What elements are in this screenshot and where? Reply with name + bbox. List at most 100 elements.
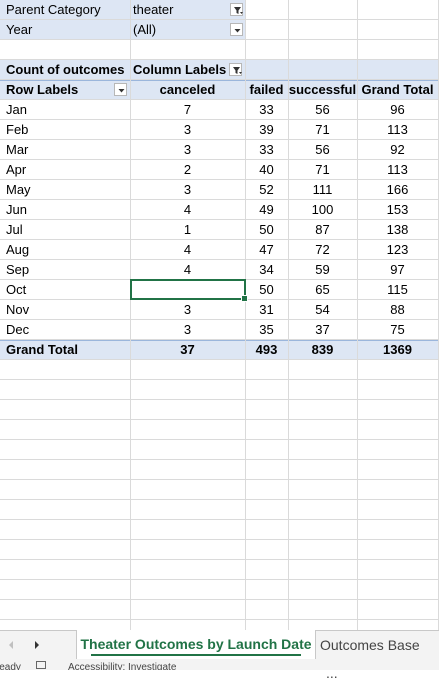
row-label-month[interactable]: Oct xyxy=(6,282,27,297)
row-gridline xyxy=(0,59,439,60)
pivot-cell-total[interactable]: 123 xyxy=(386,242,409,257)
pivot-cell-failed[interactable]: 34 xyxy=(259,262,274,277)
row-gridline xyxy=(0,379,439,380)
column-labels-filter-applied-icon[interactable] xyxy=(229,63,242,76)
grand-total-failed: 493 xyxy=(255,342,278,357)
row-label-month[interactable]: May xyxy=(6,182,31,197)
pivot-cell-failed[interactable]: 40 xyxy=(259,162,274,177)
pivot-cell-total[interactable]: 75 xyxy=(390,322,405,337)
pivot-cell-canceled[interactable]: 3 xyxy=(183,302,192,317)
pivot-cell-failed[interactable]: 52 xyxy=(259,182,274,197)
pivot-cell-failed[interactable]: 39 xyxy=(259,122,274,137)
pivot-cell-total[interactable]: 153 xyxy=(386,202,409,217)
pivot-cell-total[interactable]: 88 xyxy=(390,302,405,317)
row-gridline xyxy=(0,259,439,260)
pivot-cell-successful[interactable]: 71 xyxy=(315,122,330,137)
row-gridline xyxy=(0,559,439,560)
pivot-cell-successful[interactable]: 56 xyxy=(315,142,330,157)
filter-fill-year xyxy=(0,20,246,40)
row-gridline xyxy=(0,119,439,120)
pivot-cell-successful[interactable]: 54 xyxy=(315,302,330,317)
row-gridline xyxy=(0,159,439,160)
pivot-cell-successful[interactable]: 100 xyxy=(311,202,334,217)
fill-handle[interactable] xyxy=(241,295,248,302)
row-gridline xyxy=(0,439,439,440)
tab-theater-outcomes-by-launch-date[interactable]: Theater Outcomes by Launch Date xyxy=(76,630,316,660)
row-gridline xyxy=(0,219,439,220)
pivot-cell-canceled[interactable]: 7 xyxy=(183,102,192,117)
pivot-cell-total[interactable]: 92 xyxy=(390,142,405,157)
pivot-cell-successful[interactable]: 65 xyxy=(315,282,330,297)
row-gridline xyxy=(0,179,439,180)
row-label-month[interactable]: Feb xyxy=(6,122,29,137)
pivot-cell-failed[interactable]: 31 xyxy=(259,302,274,317)
row-gridline xyxy=(0,419,439,420)
filter-label-year: Year xyxy=(6,22,33,37)
pivot-cell-total[interactable]: 96 xyxy=(390,102,405,117)
pivot-cell-total[interactable]: 138 xyxy=(386,222,409,237)
pivot-cell-failed[interactable]: 33 xyxy=(259,102,274,117)
pivot-cell-canceled[interactable]: 4 xyxy=(183,262,192,277)
pivot-column-labels: Column Labels xyxy=(133,62,227,77)
row-gridline xyxy=(0,199,439,200)
pivot-cell-successful[interactable]: 59 xyxy=(315,262,330,277)
row-label-month[interactable]: Aug xyxy=(6,242,30,257)
pivot-cell-successful[interactable]: 56 xyxy=(315,102,330,117)
pivot-cell-successful[interactable]: 37 xyxy=(315,322,330,337)
pivot-cell-canceled[interactable]: 2 xyxy=(183,162,192,177)
pivot-cell-successful[interactable]: 72 xyxy=(315,242,330,257)
pivot-cell-total[interactable]: 115 xyxy=(387,282,408,297)
pivot-cell-failed[interactable]: 50 xyxy=(259,282,274,297)
tab-outcomes-base[interactable]: Outcomes Base ... xyxy=(320,631,439,681)
pivot-cell-canceled[interactable]: 4 xyxy=(183,242,192,257)
row-label-month[interactable]: Dec xyxy=(6,322,30,337)
pivot-cell-total[interactable]: 166 xyxy=(386,182,409,197)
pivot-cell-failed[interactable]: 35 xyxy=(259,322,274,337)
row-labels-dropdown-arrow-icon[interactable] xyxy=(114,83,127,96)
scroll-right-icon[interactable] xyxy=(32,631,42,659)
pivot-cell-total[interactable]: 97 xyxy=(390,262,405,277)
pivot-cell-canceled[interactable]: 1 xyxy=(183,222,192,237)
grand-total-label: Grand Total xyxy=(6,342,78,357)
worksheet-grid[interactable]: Parent Category theater Year (All) Count… xyxy=(0,0,439,630)
sheet-tab-bar: Theater Outcomes by Launch Date Outcomes… xyxy=(0,630,439,681)
pivot-cell-failed[interactable]: 49 xyxy=(259,202,274,217)
pivot-cell-canceled[interactable]: 3 xyxy=(183,182,192,197)
row-label-month[interactable]: Jan xyxy=(6,102,27,117)
scroll-left-icon[interactable] xyxy=(6,631,16,659)
pivot-cell-total[interactable]: 113 xyxy=(387,122,408,137)
filter-value-year[interactable]: (All) xyxy=(133,22,157,37)
row-label-month[interactable]: Jun xyxy=(6,202,27,217)
pivot-cell-successful[interactable]: 71 xyxy=(315,162,330,177)
active-cell-selection[interactable] xyxy=(130,279,248,302)
pivot-cell-failed[interactable]: 33 xyxy=(259,142,274,157)
filter-applied-icon[interactable] xyxy=(230,3,243,16)
pivot-cell-canceled[interactable]: 3 xyxy=(183,142,192,157)
row-label-month[interactable]: Mar xyxy=(6,142,29,157)
year-dropdown-arrow-icon[interactable] xyxy=(230,23,243,36)
row-label-month[interactable]: Nov xyxy=(6,302,30,317)
pivot-cell-failed[interactable]: 47 xyxy=(259,242,274,257)
row-gridline xyxy=(0,599,439,600)
row-label-month[interactable]: Sep xyxy=(6,262,30,277)
grand-total-canceled: 37 xyxy=(180,342,195,357)
pivot-cell-successful[interactable]: 111 xyxy=(312,182,333,197)
row-gridline xyxy=(0,319,439,320)
pivot-cell-total[interactable]: 113 xyxy=(387,162,408,177)
filter-value-parent-category[interactable]: theater xyxy=(133,2,174,17)
macro-record-icon[interactable] xyxy=(36,661,46,669)
pivot-cell-successful[interactable]: 87 xyxy=(315,222,330,237)
grand-total-total: 1369 xyxy=(383,342,412,357)
row-gridline xyxy=(0,459,439,460)
row-gridline xyxy=(0,239,439,240)
accessibility-status[interactable]: Accessibility: Investigate xyxy=(68,662,177,670)
row-label-month[interactable]: Jul xyxy=(6,222,23,237)
row-label-month[interactable]: Apr xyxy=(6,162,27,177)
pivot-cell-canceled[interactable]: 4 xyxy=(183,202,192,217)
row-gridline xyxy=(0,39,439,40)
pivot-cell-canceled[interactable]: 3 xyxy=(183,322,192,337)
row-gridline xyxy=(0,19,439,20)
pivot-cell-failed[interactable]: 50 xyxy=(259,222,274,237)
row-gridline xyxy=(0,139,439,140)
pivot-cell-canceled[interactable]: 3 xyxy=(183,122,192,137)
